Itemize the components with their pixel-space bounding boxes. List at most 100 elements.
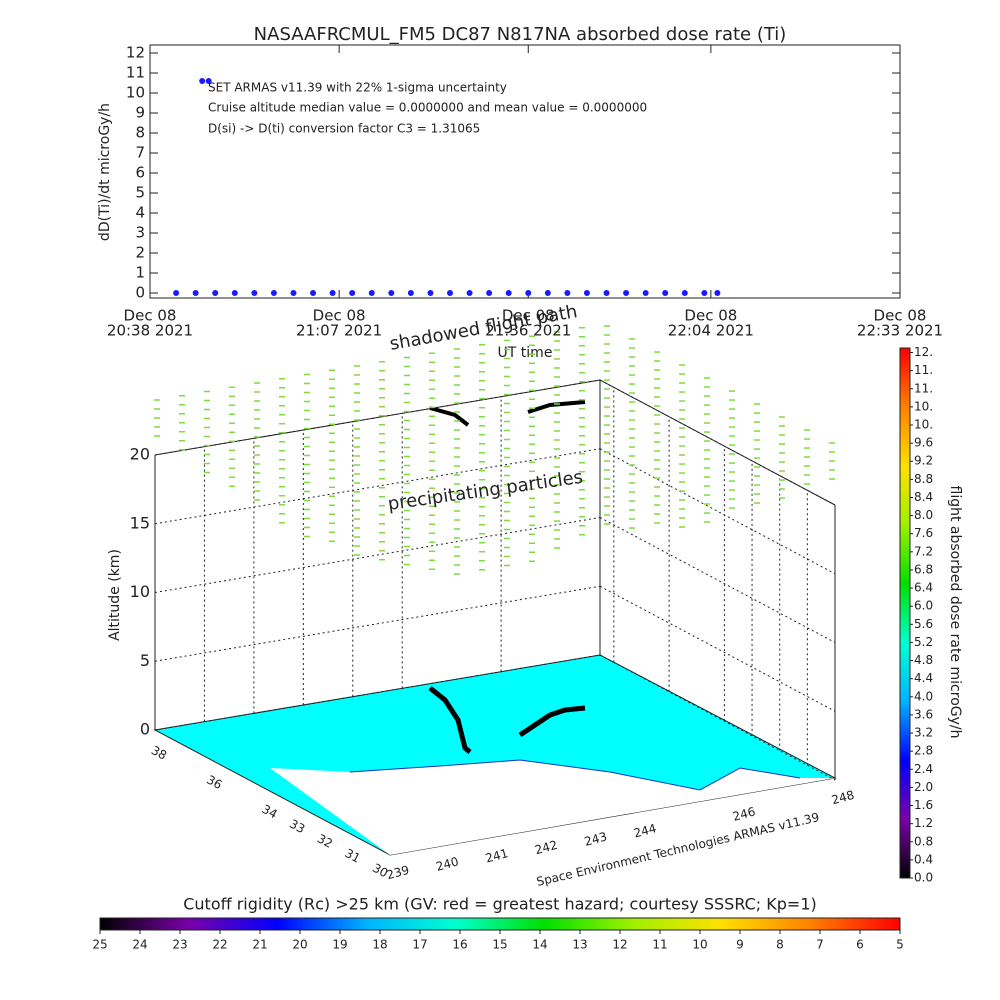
z-tick-label: 15 [130,513,150,532]
y-tick-label: 0 [135,284,145,302]
data-point [714,290,721,296]
colorbar-tick-label: 0.0 [914,871,933,885]
data-point [525,290,532,296]
colorbar-tick-label: 3.6 [914,707,933,721]
data-point [212,290,219,296]
y-tick-label: 12 [126,44,145,62]
y-tick-label: 2 [135,244,145,262]
y-tick-label: 6 [135,164,145,182]
data-point [205,78,212,84]
colorbar-tick-label: 8.4 [914,490,933,504]
y-tick-label: 9 [135,104,145,122]
data-point [329,290,336,296]
y-tick-label: 31 [343,846,363,866]
colorbar-tick-label: 6 [856,938,864,952]
data-point [388,290,395,296]
x-tick-label: 240 [434,854,460,873]
colorbar-tick-label: 6.0 [914,599,933,613]
colorbar-tick-label: 10. [914,418,933,432]
data-point [231,290,238,296]
colorbar-tick-label: 10. [914,399,933,413]
plot-frame [149,44,901,299]
annotation: Cruise altitude median value = 0.0000000… [208,101,647,115]
flight-path [428,686,472,754]
colorbar-tick-label: 5.6 [914,617,933,631]
data-point [349,290,356,296]
colorbar-tick-label: 23 [172,938,187,952]
data-point [701,290,708,296]
colorbar-tick-label: 8.8 [914,472,933,486]
data-point [290,290,297,296]
y-tick-label: 38 [149,743,169,763]
x-tick-label: 241 [484,846,510,865]
annotation: D(si) -> D(ti) conversion factor C3 = 1.… [208,122,480,136]
grid-line [599,448,836,575]
colorbar-tick-label: 2.4 [914,762,933,776]
x-axis-label: UT time [498,345,553,361]
colorbar-tick-label: 22 [212,938,227,952]
data-point [447,290,453,296]
data-point [251,290,258,296]
colorbar-tick-label: 6.8 [914,562,933,576]
colorbar-tick-label: 11 [652,938,667,952]
x-tick-label: 22:33 2021 [857,322,943,340]
colorbar-tick-label: 8 [776,938,784,952]
colorbar [99,917,901,931]
colorbar-tick-label: 14 [532,938,547,952]
x-tick-label: Dec 08 [124,307,177,325]
grid-line [154,379,601,456]
colorbar-tick-label: 7.6 [914,526,933,540]
colorbar-tick-label: 1.6 [914,798,933,812]
grid-line [599,654,836,781]
grid-line [599,585,836,712]
colorbar-tick-label: 2.8 [914,744,933,758]
y-tick-label: 11 [126,64,145,82]
data-point [466,290,473,296]
y-tick-label: 32 [315,831,335,851]
x-tick-label: 242 [533,838,559,857]
data-point [173,290,180,296]
colorbar-tick-label: 24 [132,938,147,952]
colorbar-tick-label: 15 [492,938,507,952]
y-tick-label: 33 [287,817,307,837]
grid-line [599,379,836,506]
colorbar-tick-label: 10 [692,938,707,952]
flight-path [518,705,586,738]
x-tick-label: 243 [583,829,609,848]
data-point [623,290,630,296]
colorbar-tick-label: 17 [412,938,427,952]
data-point [192,290,199,296]
colorbar-tick-label: 9.6 [914,436,933,450]
colorbar-tick-label: 9 [736,938,744,952]
colorbar-tick-label: 16 [452,938,467,952]
data-point [681,290,688,296]
colorbar-tick-label: 21 [252,938,267,952]
x-tick-label: 22:04 2021 [668,322,754,340]
y-tick-label: 4 [135,204,145,222]
colorbar-tick-label: 1.2 [914,816,933,830]
flight-shadow [527,400,586,414]
colorbar-tick-label: 20 [292,938,307,952]
data-point [368,290,375,296]
z-tick-label: 0 [140,720,150,739]
z-tick-label: 10 [130,582,150,601]
colorbar-tick-label: 18 [372,938,387,952]
grid-line [154,654,601,731]
colorbar-tick-label: 11. [914,381,933,395]
x-tick-label: Dec 08 [874,307,927,325]
colorbar-tick-label: 19 [332,938,347,952]
colorbar-tick-label: 7.2 [914,544,933,558]
colorbar-tick-label: 5.2 [914,635,933,649]
z-axis-label: Altitude (km) [107,549,123,641]
grid-line [599,517,836,643]
y-tick-label: 8 [135,124,145,142]
data-point [199,78,206,84]
colorbar-tick-label: 12. [914,345,933,359]
data-point [407,290,414,296]
data-point [310,290,317,296]
colorbar-tick-label: 4.8 [914,653,933,667]
colorbar-tick-label: 3.2 [914,726,933,740]
map-land [270,760,835,855]
colorbar-tick-label: 6.4 [914,581,933,595]
